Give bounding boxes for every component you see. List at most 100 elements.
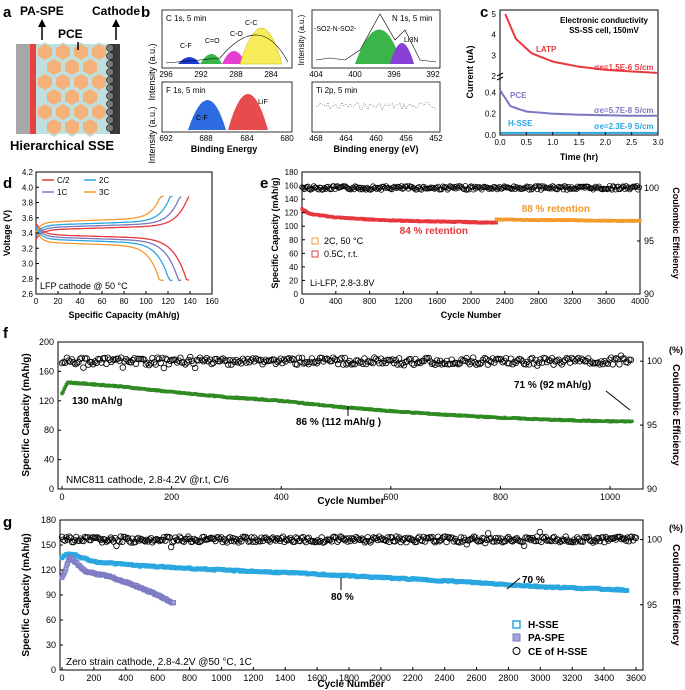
ce-point <box>627 356 635 364</box>
ce-point <box>624 534 631 541</box>
c-ytick-label: 3 <box>492 51 497 60</box>
ce-point <box>81 355 89 362</box>
e-ytick-label: 160 <box>285 182 299 191</box>
ce-point <box>433 357 441 364</box>
ce-point <box>622 537 630 544</box>
g-xtick-label: 1800 <box>339 673 359 683</box>
ce-point <box>206 356 214 363</box>
g-ytick-label: 120 <box>41 565 56 575</box>
c-series-latp <box>504 13 659 74</box>
ce-point <box>529 354 536 362</box>
d-ytick-label: 2.6 <box>22 290 34 299</box>
ce-point <box>270 356 278 363</box>
ce-point <box>485 530 492 537</box>
ce-point <box>505 533 512 541</box>
cathode-layer <box>110 44 120 134</box>
g-legend-swatch-ce <box>512 647 521 655</box>
d-ytick-label: 3.6 <box>22 214 34 223</box>
pce-hex-cell <box>54 72 72 92</box>
ce-point <box>149 355 156 362</box>
pce-hex-cell <box>63 87 81 107</box>
e-xtick-label: 400 <box>329 297 343 306</box>
f1s-frame <box>161 81 293 133</box>
g-annotation-70: 70 % <box>522 575 545 586</box>
panel-b: b Intensity (a.u.) Intensity (a.u.) Inte… <box>141 4 443 164</box>
ce-point <box>190 360 197 367</box>
c1s-label-cc: C-C <box>245 20 257 27</box>
e-point-2c <box>638 219 642 223</box>
ce-point <box>536 528 544 536</box>
ce-point <box>468 358 475 365</box>
c-ylabel: Current (uA) <box>465 46 475 99</box>
pce-hex-cell <box>72 72 90 92</box>
d-xtick-label: 80 <box>120 297 129 306</box>
g-yticks: 0 30 60 90 120 150 180 <box>41 515 63 675</box>
ce-point <box>248 534 255 541</box>
panel-e: e 88 % retention 84 % retention 2C, 50 °… <box>260 168 681 320</box>
c-xtick-label: 3.0 <box>652 138 664 147</box>
ce-point <box>354 357 362 364</box>
pce-hex-cell <box>72 102 90 122</box>
ce-point <box>573 356 580 363</box>
ce-point <box>446 360 454 367</box>
e-xtick-label: 0 <box>300 297 305 306</box>
e-ylabel: Specific Capacity (mAh/g) <box>270 177 280 288</box>
g-xtick-label: 1200 <box>243 673 263 683</box>
f1s-label-lif: LiF <box>258 99 268 106</box>
ce-point <box>359 186 366 193</box>
c1s-tick: 296 <box>159 70 173 79</box>
ce-point <box>539 534 546 541</box>
ce-point <box>510 183 517 190</box>
f-ytick-label: 80 <box>44 425 54 435</box>
ce-point <box>530 360 538 367</box>
panel-e-letter: e <box>260 175 268 192</box>
ce-point <box>340 361 347 368</box>
c1s-label-c-double-o: C=O <box>205 38 220 45</box>
c1s-peak-co <box>222 51 246 64</box>
ce-point <box>343 361 350 368</box>
c-xlabel: Time (hr) <box>560 152 598 162</box>
d-ytick-label: 3.0 <box>22 260 34 269</box>
f-ytick-label: 200 <box>39 337 54 347</box>
ce-point <box>312 538 320 545</box>
pce-label: PCE <box>58 27 83 41</box>
ce-point <box>432 361 439 368</box>
cathode-particle <box>106 116 114 124</box>
ce-point <box>400 362 408 369</box>
d-xlabel: Specific Capacity (mAh/g) <box>68 310 179 320</box>
ce-point <box>256 538 264 545</box>
ce-point <box>244 355 251 363</box>
e-retention-red: 84 % retention <box>400 226 468 237</box>
e-ytick-label: 60 <box>289 249 298 258</box>
pce-hex-cell <box>90 42 108 62</box>
ce-point <box>66 358 74 365</box>
hierarchical-sse-caption: Hierarchical SSE <box>10 138 114 153</box>
panel-c-letter: c <box>480 4 488 21</box>
c1s-peak-cf <box>178 57 200 64</box>
e-ytick-label: 40 <box>289 263 298 272</box>
c-sigma-hsse: σe=2.3E-9 S/cm <box>594 122 654 131</box>
g-legend: H-SSE PA-SPE CE of H-SSE <box>512 620 588 658</box>
ce-point <box>491 359 498 366</box>
f-xtick-label: 1000 <box>600 492 620 502</box>
g-xlabel: Cycle Number <box>317 679 384 690</box>
d-yticks: 2.6 2.8 3.0 3.2 3.4 3.6 3.8 4.0 4.2 <box>22 168 39 299</box>
f-ytick-label: 0 <box>49 484 54 494</box>
c-label-pce: PCE <box>510 91 527 100</box>
n1s-tick: 400 <box>348 70 362 79</box>
ce-point <box>586 360 593 367</box>
ti2p-tick: 464 <box>339 134 353 143</box>
ce-point <box>348 361 355 368</box>
ce-point <box>142 361 150 368</box>
g-xticks: 0 200 400 600 800 1000 1200 1400 1600 1800 2000 220… <box>59 667 646 683</box>
d-xtick-label: 160 <box>205 297 219 306</box>
ce-point <box>611 356 618 363</box>
f-xtick-label: 800 <box>493 492 508 502</box>
d-annotation: LFP cathode @ 50 °C <box>40 281 128 291</box>
e-retention-orange: 88 % retention <box>522 204 590 215</box>
ce-point <box>223 539 231 546</box>
ce-point <box>252 538 259 545</box>
ce-point <box>570 356 577 363</box>
d-discharge-curve <box>35 222 190 281</box>
g-xtick-label: 2200 <box>403 673 423 683</box>
